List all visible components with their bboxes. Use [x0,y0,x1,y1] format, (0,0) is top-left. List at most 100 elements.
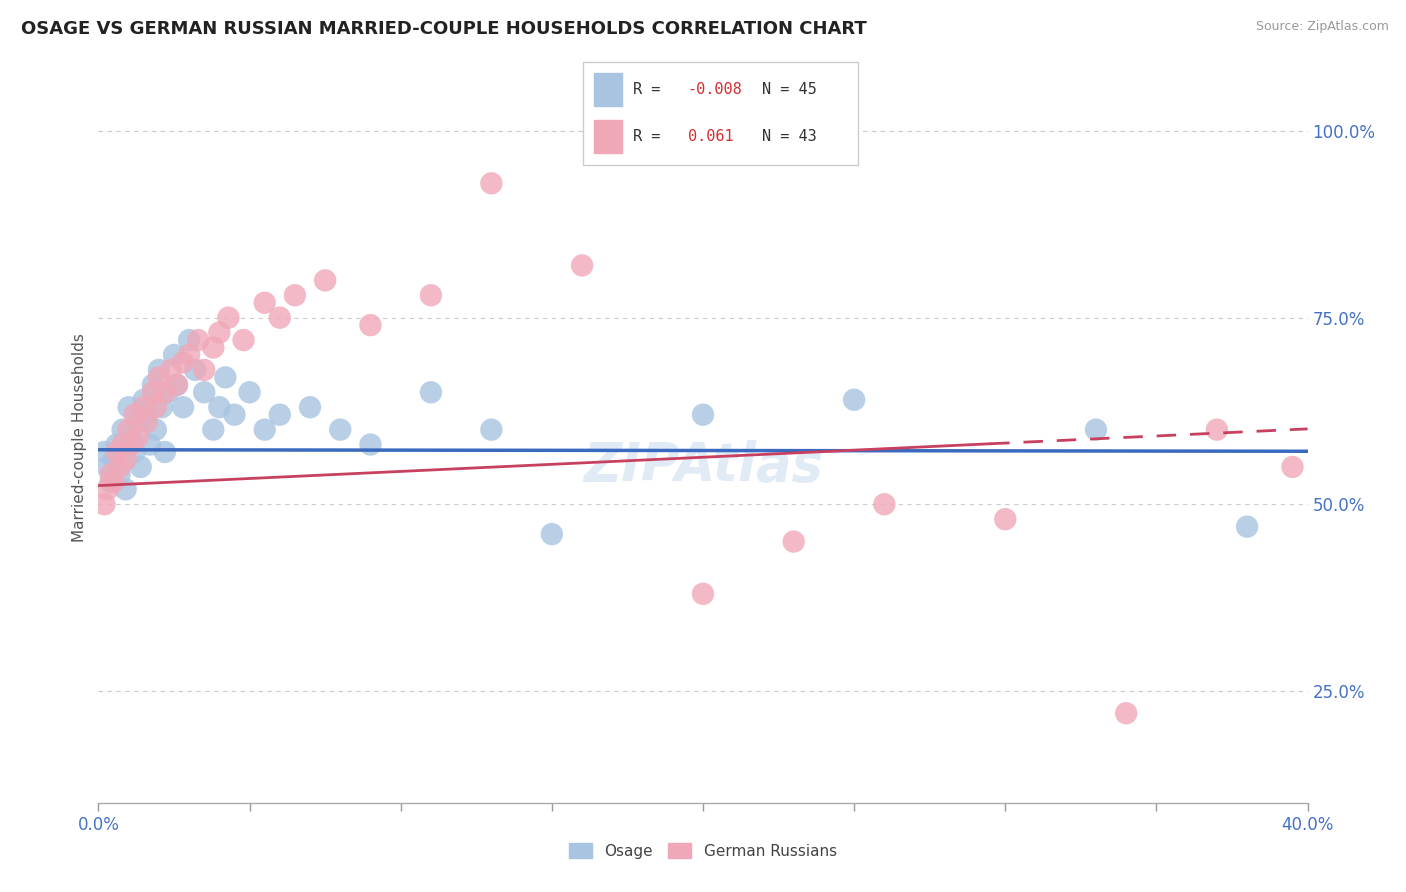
Point [1085,423,1108,437]
Point [93,497,115,511]
Point [873,497,896,511]
Point [269,408,291,422]
Point [360,318,382,332]
Point [172,401,194,415]
Point [420,385,443,400]
Point [202,341,225,355]
Point [153,445,176,459]
Point [994,512,1017,526]
Point [202,423,225,437]
Point [100,475,122,489]
Point [132,401,155,415]
Point [111,437,134,451]
Point [139,437,162,451]
Point [1115,706,1137,721]
Point [96,459,118,474]
Point [118,423,141,437]
Point [253,295,276,310]
Point [692,587,714,601]
Point [124,408,146,422]
Point [187,333,209,347]
Point [1206,423,1229,437]
Point [692,408,714,422]
Point [329,423,352,437]
Point [1281,459,1303,474]
Point [844,392,866,407]
Point [135,415,157,429]
Point [179,348,201,362]
Point [145,423,167,437]
Point [481,177,503,191]
Point [100,467,122,482]
Bar [595,120,621,153]
Point [142,385,165,400]
Point [166,377,188,392]
Text: OSAGE VS GERMAN RUSSIAN MARRIED-COUPLE HOUSEHOLDS CORRELATION CHART: OSAGE VS GERMAN RUSSIAN MARRIED-COUPLE H… [21,20,868,37]
FancyBboxPatch shape [583,62,858,165]
Point [121,437,143,451]
Point [135,408,157,422]
Point [214,370,236,384]
Point [184,363,207,377]
Point [142,377,165,392]
Text: 0.061: 0.061 [688,128,734,144]
Point [114,452,136,467]
Point [208,326,231,340]
Point [783,534,806,549]
Text: N = 45: N = 45 [762,81,817,96]
Point [540,527,562,541]
Point [239,385,262,400]
Point [179,333,201,347]
Point [217,310,239,325]
Point [160,363,183,377]
Point [153,385,176,400]
Point [103,475,125,489]
Point [224,408,246,422]
Point [269,310,291,325]
Point [111,423,134,437]
Point [166,377,188,392]
Point [193,385,215,400]
Point [118,401,141,415]
Point [284,288,307,302]
Point [124,445,146,459]
Legend: Osage, German Russians: Osage, German Russians [564,837,842,864]
Point [132,392,155,407]
Text: R =: R = [633,81,669,96]
Point [172,355,194,369]
Point [208,401,231,415]
Point [127,415,149,429]
Point [127,430,149,444]
Text: N = 43: N = 43 [762,128,817,144]
Point [299,401,322,415]
Y-axis label: Married-couple Households: Married-couple Households [72,333,87,541]
Point [105,437,128,451]
Point [121,430,143,444]
Point [420,288,443,302]
Point [93,445,115,459]
Point [103,452,125,467]
Point [481,423,503,437]
Point [105,445,128,459]
Point [148,363,170,377]
Point [156,385,179,400]
Point [108,459,131,474]
Text: -0.008: -0.008 [688,81,742,96]
Point [1236,519,1258,533]
Point [96,483,118,497]
Point [163,348,186,362]
Point [193,363,215,377]
Text: R =: R = [633,128,669,144]
Point [314,273,336,287]
Point [253,423,276,437]
Point [150,401,173,415]
Point [148,370,170,384]
Point [360,437,382,451]
Point [571,259,593,273]
Bar [595,73,621,105]
Text: ZIPAtlas: ZIPAtlas [583,441,823,492]
Point [145,401,167,415]
Point [129,459,152,474]
Point [232,333,254,347]
Point [114,483,136,497]
